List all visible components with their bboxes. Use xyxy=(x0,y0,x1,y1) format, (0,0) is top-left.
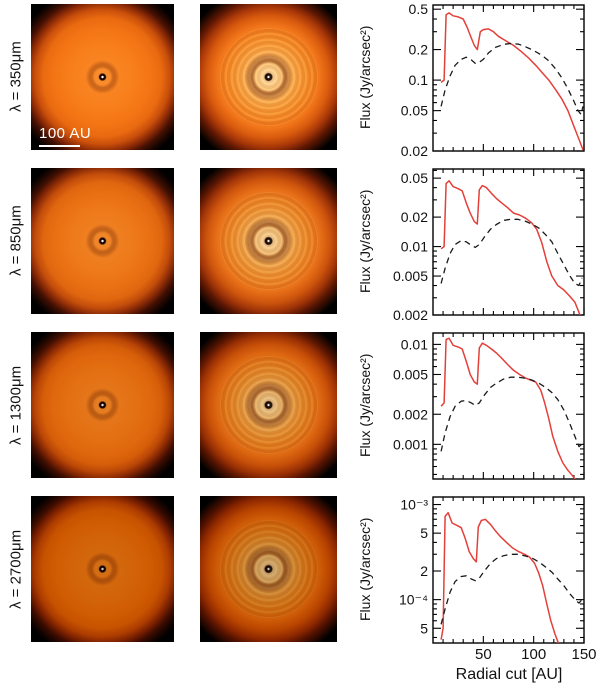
y-tick-label: 0.2 xyxy=(409,42,429,58)
disk-image-ringed-850um xyxy=(200,168,337,314)
y-tick-label: 0.01 xyxy=(401,336,428,352)
y-tick-label: 0.002 xyxy=(393,406,428,422)
y-tick-label: 0.1 xyxy=(409,72,429,88)
disk-image-ringed-2700um xyxy=(200,496,337,642)
plot-frame xyxy=(432,496,585,644)
series-line-dashed xyxy=(440,553,583,625)
disk-image-smooth-850um xyxy=(31,168,174,314)
series-line-solid xyxy=(440,180,581,315)
y-tick-label: 0.002 xyxy=(393,307,428,323)
plot-frame xyxy=(432,168,585,316)
disk-image-ringed-350um xyxy=(200,4,337,150)
scale-bar-label: 100 AU xyxy=(39,125,92,142)
x-tick-label: 100 xyxy=(521,646,546,663)
disk-image-ringed-1300um xyxy=(200,332,337,478)
y-tick-label: 5 xyxy=(420,620,428,636)
flux-profile-chart-2700um: 50 100 150 10⁻³ 5 2 10⁻⁴ 5 xyxy=(399,496,597,663)
flux-profile-chart-350um: 0.5 0.2 0.1 0.05 0.02 xyxy=(401,1,585,159)
flux-profile-chart-850um: 0.05 0.02 0.01 0.005 0.002 xyxy=(393,168,585,323)
plot-frame xyxy=(432,332,585,480)
flux-profile-chart-1300um: 0.01 0.005 0.002 0.001 xyxy=(393,332,585,480)
y-tick-label: 0.05 xyxy=(401,170,428,186)
y-tick-label: 5 xyxy=(420,525,428,541)
x-axis-label: Radial cut [AU] xyxy=(455,666,563,683)
figure-row-2700um: λ = 2700μm Flux (Jy/arcsec²) 50 100 150 10⁻… xyxy=(0,496,600,663)
series-line-dashed xyxy=(440,376,583,452)
y-axis-label-850um: Flux (Jy/arcsec²) xyxy=(357,189,373,293)
series-line-dashed xyxy=(440,218,583,287)
y-tick-label: 10⁻³ xyxy=(400,497,428,513)
wavelength-label-350um: λ = 350μm xyxy=(7,41,25,113)
disk-image-smooth-2700um xyxy=(31,496,174,642)
wavelength-label-850um: λ = 850μm xyxy=(7,205,25,277)
y-axis-label-1300um: Flux (Jy/arcsec²) xyxy=(357,353,373,457)
wavelength-label-2700um: λ = 2700μm xyxy=(7,529,25,609)
y-tick-label: 0.001 xyxy=(393,436,428,452)
plot-frame xyxy=(432,4,585,152)
scale-bar: 100 AU xyxy=(39,125,91,147)
figure-row-350um: λ = 350μm 100 AU Flux (Jy/arcsec²) 0.5 0.… xyxy=(0,1,600,159)
y-tick-label: 0.01 xyxy=(401,239,428,255)
y-axis-label-2700um: Flux (Jy/arcsec²) xyxy=(357,517,373,621)
series-line-solid xyxy=(440,12,584,151)
disk-image-smooth-350um: 100 AU xyxy=(31,4,174,150)
y-tick-label: 0.005 xyxy=(393,366,428,382)
y-tick-label: 0.02 xyxy=(401,209,428,225)
figure-row-850um: λ = 850μm Flux (Jy/arcsec²) 0.05 0.02 0.01… xyxy=(0,168,600,323)
wavelength-label-1300um: λ = 1300μm xyxy=(7,365,25,445)
x-tick-label: 50 xyxy=(475,646,492,663)
y-tick-label: 0.005 xyxy=(393,268,428,284)
disk-image-smooth-1300um xyxy=(31,332,174,478)
y-tick-label: 0.05 xyxy=(401,103,428,119)
y-tick-label: 10⁻⁴ xyxy=(399,592,428,608)
figure-row-1300um: λ = 1300μm Flux (Jy/arcsec²) 0.01 0.005 0.… xyxy=(0,332,600,480)
scale-bar-line xyxy=(39,145,80,147)
y-tick-label: 2 xyxy=(420,563,428,579)
series-line-solid xyxy=(440,511,560,643)
series-line-dashed xyxy=(440,42,584,115)
y-axis-label-350um: Flux (Jy/arcsec²) xyxy=(357,25,373,129)
series-line-solid xyxy=(440,337,576,479)
x-tick-label: 150 xyxy=(571,646,596,663)
y-tick-label: 0.02 xyxy=(401,143,428,159)
y-tick-label: 0.5 xyxy=(409,1,429,17)
